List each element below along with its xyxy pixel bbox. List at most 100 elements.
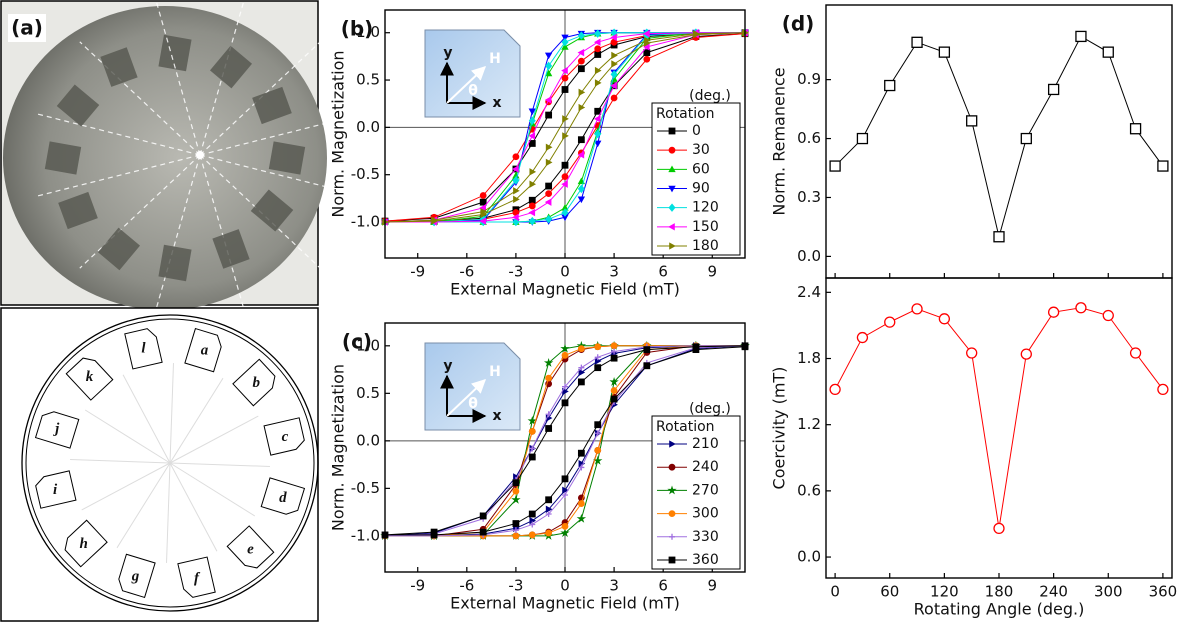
sample-outline	[124, 328, 163, 370]
diagram-spoke	[84, 409, 171, 464]
marker	[561, 37, 569, 47]
legend-title: Rotation	[656, 106, 715, 122]
marker	[528, 510, 536, 518]
marker	[829, 160, 841, 172]
y-tick-label: 2.4	[797, 283, 821, 301]
marker	[610, 342, 618, 350]
inset-label: θ	[468, 396, 478, 412]
sample-label: j	[53, 421, 60, 437]
marker	[1157, 383, 1169, 396]
marker	[545, 374, 553, 382]
photo-sample	[100, 47, 138, 87]
marker	[938, 313, 951, 325]
marker	[577, 151, 585, 159]
diagram-spoke	[116, 462, 171, 549]
marker	[545, 111, 553, 119]
wafer-outer	[21, 314, 319, 612]
legend-marker	[669, 533, 675, 540]
x-tick-label: 0	[560, 577, 570, 595]
marker	[528, 108, 536, 116]
marker	[545, 182, 553, 190]
legend-marker	[668, 203, 676, 212]
photo-dash	[199, 113, 365, 156]
marker	[561, 86, 569, 93]
panel-label: (c)	[342, 330, 372, 354]
marker	[643, 49, 651, 56]
sample-label: l	[141, 340, 146, 356]
marker	[593, 115, 601, 123]
marker	[610, 82, 617, 90]
inset-field-arrow	[446, 66, 487, 104]
marker	[911, 36, 923, 48]
marker	[1047, 83, 1060, 96]
x-tick-label: -3	[508, 577, 523, 595]
marker	[577, 345, 585, 353]
marker	[528, 196, 536, 204]
photo-label-box	[8, 14, 46, 42]
marker	[561, 74, 569, 82]
marker	[577, 184, 585, 194]
series-line	[834, 35, 1164, 237]
sample-label: h	[80, 536, 88, 552]
photo-dash	[79, 154, 201, 269]
legend-label: 120	[692, 200, 719, 216]
photo-sample	[268, 141, 306, 175]
legend-marker	[669, 440, 676, 448]
inset-label: y	[443, 45, 452, 61]
x-tick-label: 300	[1094, 583, 1123, 601]
x-axis-title: External Magnetic Field (mT)	[450, 280, 680, 299]
inset-field-arrow	[446, 379, 487, 417]
marker	[576, 513, 587, 523]
x-tick-label: 6	[658, 263, 668, 281]
marker	[528, 202, 536, 210]
diagram-spoke	[81, 462, 171, 511]
marker	[512, 479, 520, 487]
x-tick-label: -3	[508, 263, 523, 281]
legend-marker	[669, 242, 676, 250]
marker	[577, 500, 585, 507]
marker	[993, 522, 1005, 535]
marker	[578, 364, 585, 371]
marker	[577, 196, 586, 204]
photo-sample	[250, 189, 294, 232]
marker	[577, 48, 585, 57]
legend-label: 300	[692, 506, 719, 522]
y-tick-label: 0.0	[797, 247, 821, 265]
marker	[561, 351, 569, 359]
legend-marker	[668, 556, 676, 564]
legend-label: 90	[692, 181, 710, 197]
x-tick-label: -9	[410, 263, 425, 281]
legend-marker	[668, 463, 676, 471]
y-tick-label: 1.0	[356, 336, 380, 354]
marker	[544, 69, 553, 77]
x-axis-title: External Magnetic Field (mT)	[450, 594, 680, 613]
legend-marker	[668, 185, 676, 193]
diagram-spoke	[169, 462, 256, 517]
marker	[578, 88, 586, 97]
legend-label: 150	[692, 219, 719, 235]
marker	[938, 46, 951, 58]
sample-label: g	[131, 568, 140, 584]
photo-dash	[79, 41, 201, 156]
marker	[529, 521, 536, 528]
diagram-spoke	[166, 462, 171, 563]
sample-outline	[64, 519, 108, 568]
inset-label: H	[489, 364, 501, 380]
legend-marker	[668, 146, 676, 154]
marker	[1129, 347, 1142, 359]
marker	[594, 446, 602, 454]
legend-label: 360	[692, 552, 719, 568]
marker	[513, 195, 520, 203]
y-tick-label: 0.0	[356, 431, 380, 449]
marker	[528, 132, 536, 140]
marker	[594, 45, 602, 53]
photo-sample	[58, 191, 98, 230]
legend-label: 240	[692, 459, 719, 475]
marker	[545, 143, 553, 151]
y-axis-title: Coercivity (mT)	[770, 367, 789, 490]
marker	[561, 161, 569, 169]
series-line	[834, 307, 1164, 529]
marker	[642, 29, 650, 38]
marker	[993, 231, 1005, 243]
marker	[577, 449, 585, 457]
